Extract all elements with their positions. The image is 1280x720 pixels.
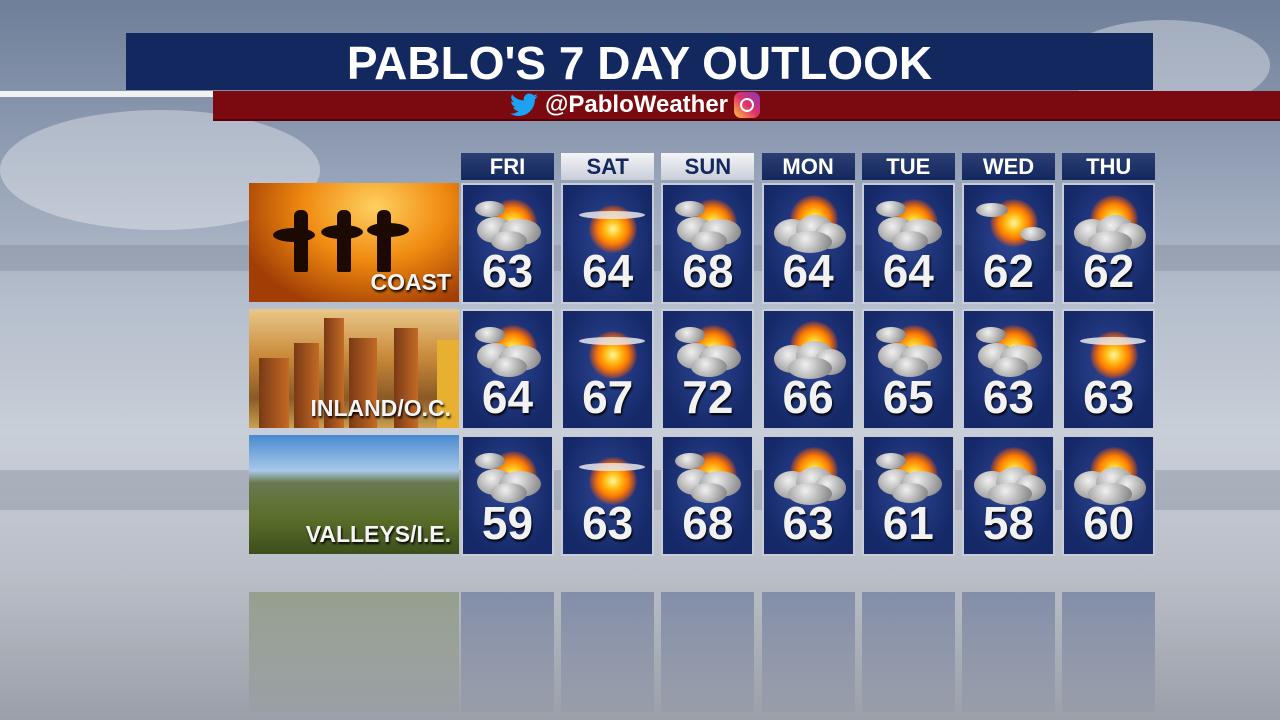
hazy-sun-icon <box>573 445 646 507</box>
sun-and-clouds-icon <box>974 193 1046 255</box>
partly-cloudy-icon <box>473 193 545 255</box>
region-image-coast: COAST <box>249 183 459 302</box>
reflection-cell <box>1062 592 1156 712</box>
forecast-cell: 63 <box>761 435 855 556</box>
day-header: SUN <box>661 153 755 180</box>
partly-cloudy-icon <box>974 319 1046 381</box>
twitter-handle: @PabloWeather <box>545 91 728 118</box>
region-image-valleys: VALLEYS/I.E. <box>249 435 459 554</box>
reflection-cell <box>861 592 955 712</box>
forecast-cell: 64 <box>561 183 655 304</box>
day-header: FRI <box>461 153 554 180</box>
divider <box>0 91 213 97</box>
forecast-cell: 63 <box>561 435 655 556</box>
reflection-cell <box>461 592 554 712</box>
temperature: 61 <box>882 497 934 549</box>
forecast-cell: 60 <box>1062 435 1156 556</box>
forecast-cell: 72 <box>661 309 755 430</box>
hazy-sun-icon <box>1074 319 1147 381</box>
temperature: 63 <box>982 371 1035 423</box>
temperature: 66 <box>782 371 834 423</box>
instagram-icon <box>734 92 760 118</box>
temperature: 68 <box>682 245 734 297</box>
forecast-cell: 67 <box>561 309 655 430</box>
forecast-cell: 64 <box>861 183 955 304</box>
temperature: 68 <box>682 497 734 549</box>
hazy-sun-icon <box>573 193 646 255</box>
partly-cloudy-icon <box>874 445 946 507</box>
reflection-cell <box>962 592 1055 712</box>
forecast-cell: 59 <box>461 435 554 556</box>
forecast-cell: 65 <box>861 309 955 430</box>
forecast-cell: 64 <box>461 309 554 430</box>
partly-cloudy-icon <box>673 193 745 255</box>
partly-cloudy-icon <box>874 193 946 255</box>
temperature: 64 <box>481 371 534 423</box>
forecast-cell: 63 <box>461 183 554 304</box>
day-header: WED <box>962 153 1055 180</box>
temperature: 59 <box>481 497 534 549</box>
temperature: 64 <box>882 245 934 297</box>
forecast-cell: 66 <box>761 309 855 430</box>
mostly-cloudy-icon <box>773 319 846 381</box>
mostly-cloudy-icon <box>1074 193 1147 255</box>
day-header: THU <box>1062 153 1156 180</box>
forecast-cell: 62 <box>962 183 1055 304</box>
forecast-cell: 63 <box>962 309 1055 430</box>
temperature: 65 <box>882 371 934 423</box>
forecast-cell: 58 <box>962 435 1055 556</box>
temperature: 62 <box>1083 245 1135 297</box>
temperature: 72 <box>682 371 734 423</box>
temperature: 64 <box>582 245 634 297</box>
partly-cloudy-icon <box>473 319 545 381</box>
temperature: 67 <box>582 371 634 423</box>
region-label: VALLEYS/I.E. <box>305 521 451 547</box>
temperature: 60 <box>1083 497 1135 549</box>
mostly-cloudy-icon <box>773 445 846 507</box>
temperature: 63 <box>1083 371 1135 423</box>
region-label: INLAND/O.C. <box>310 395 451 421</box>
forecast-cell: 68 <box>661 435 755 556</box>
day-header: TUE <box>861 153 955 180</box>
temperature: 58 <box>982 497 1035 549</box>
temperature: 63 <box>481 245 534 297</box>
partly-cloudy-icon <box>673 319 745 381</box>
region-image-inland: INLAND/O.C. <box>249 309 459 428</box>
forecast-cell: 68 <box>661 183 755 304</box>
temperature: 64 <box>782 245 834 297</box>
region-label: COAST <box>370 269 452 295</box>
temperature: 63 <box>582 497 634 549</box>
day-header: SAT <box>561 153 655 180</box>
forecast-cell: 63 <box>1062 309 1156 430</box>
reflection-cell <box>561 592 655 712</box>
mostly-cloudy-icon <box>773 193 846 255</box>
temperature: 62 <box>982 245 1035 297</box>
forecast-cell: 61 <box>861 435 955 556</box>
temperature: 63 <box>782 497 834 549</box>
partly-cloudy-icon <box>473 445 545 507</box>
partly-cloudy-icon <box>874 319 946 381</box>
day-header: MON <box>761 153 855 180</box>
mostly-cloudy-icon <box>974 445 1046 507</box>
reflection-cell <box>249 592 459 712</box>
mostly-cloudy-icon <box>1074 445 1147 507</box>
reflection-cell <box>761 592 855 712</box>
reflection-cell <box>661 592 755 712</box>
partly-cloudy-icon <box>673 445 745 507</box>
page-title: PABLO'S 7 DAY OUTLOOK <box>126 33 1153 90</box>
forecast-cell: 62 <box>1062 183 1156 304</box>
twitter-icon <box>509 93 539 117</box>
social-bar: @PabloWeather <box>213 91 1280 121</box>
forecast-cell: 64 <box>761 183 855 304</box>
hazy-sun-icon <box>573 319 646 381</box>
